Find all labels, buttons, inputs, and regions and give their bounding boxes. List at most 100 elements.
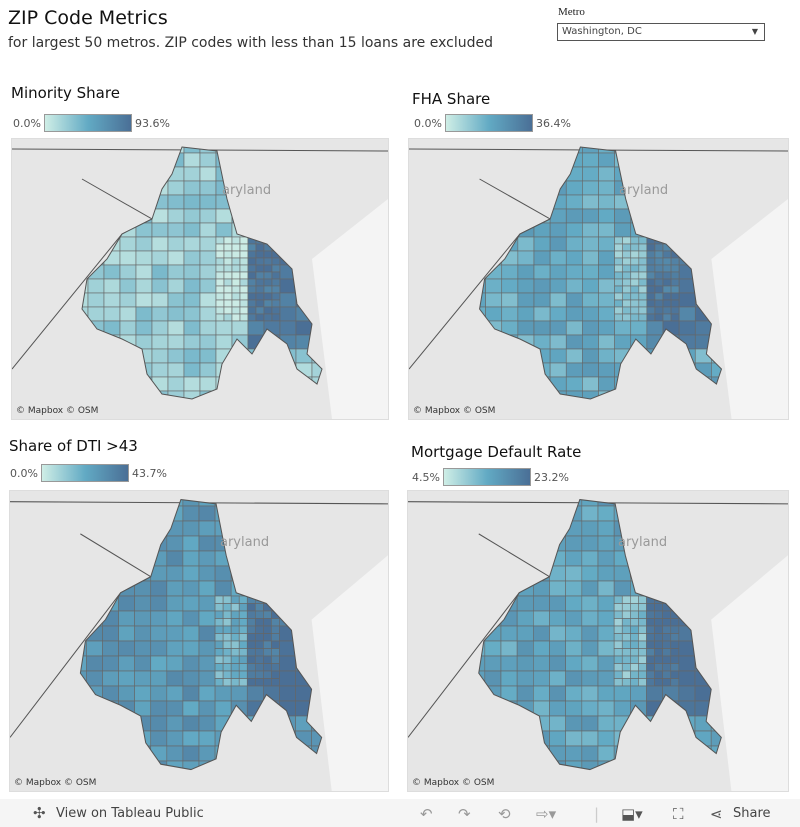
zip-region[interactable] — [710, 550, 727, 567]
zip-region[interactable] — [311, 390, 328, 405]
zip-region[interactable] — [295, 550, 312, 567]
zip-region[interactable] — [239, 299, 249, 308]
zip-region[interactable] — [279, 306, 297, 322]
zip-region[interactable] — [271, 264, 281, 273]
zip-region[interactable] — [312, 405, 328, 419]
zip-region[interactable] — [311, 194, 328, 210]
zip-region[interactable] — [533, 222, 551, 238]
zip-region[interactable] — [662, 565, 680, 582]
zip-region[interactable] — [662, 257, 672, 266]
zip-region[interactable] — [646, 505, 663, 522]
zip-region[interactable] — [166, 745, 184, 762]
zip-region[interactable] — [469, 348, 486, 364]
zip-region[interactable] — [255, 313, 265, 322]
zip-region[interactable] — [215, 271, 225, 280]
zip-region[interactable] — [614, 285, 623, 294]
zip-region[interactable] — [694, 194, 712, 210]
zip-region[interactable] — [581, 550, 599, 567]
zip-region[interactable] — [565, 334, 583, 350]
zip-region[interactable] — [517, 348, 535, 364]
zip-region[interactable] — [597, 535, 615, 552]
zip-region[interactable] — [646, 222, 664, 238]
zip-region[interactable] — [150, 670, 168, 687]
zip-region[interactable] — [549, 320, 567, 336]
zip-region[interactable] — [501, 348, 519, 364]
zip-region[interactable] — [271, 292, 281, 301]
zip-region[interactable] — [223, 285, 233, 294]
zip-region[interactable] — [621, 678, 631, 687]
zip-region[interactable] — [134, 610, 152, 627]
zip-region[interactable] — [662, 640, 672, 649]
zip-region[interactable] — [621, 670, 631, 679]
map-minority[interactable]: aryland © Mapbox © OSM — [11, 138, 389, 420]
zip-region[interactable] — [598, 166, 615, 182]
zip-region[interactable] — [223, 250, 233, 259]
zip-region[interactable] — [134, 520, 152, 537]
zip-region[interactable] — [70, 610, 87, 627]
zip-region[interactable] — [86, 491, 103, 507]
zip-region[interactable] — [167, 306, 185, 322]
zip-region[interactable] — [549, 760, 566, 776]
zip-region[interactable] — [230, 760, 248, 776]
zip-region[interactable] — [295, 625, 312, 642]
zip-region[interactable] — [167, 236, 185, 252]
zip-region[interactable] — [678, 520, 696, 537]
zip-region[interactable] — [215, 334, 233, 350]
zip-region[interactable] — [134, 640, 152, 657]
zip-region[interactable] — [622, 271, 632, 280]
zip-region[interactable] — [263, 250, 273, 259]
zip-region[interactable] — [87, 376, 105, 392]
zip-region[interactable] — [501, 166, 519, 182]
zip-region[interactable] — [198, 730, 216, 747]
zip-region[interactable] — [72, 222, 89, 238]
zip-region[interactable] — [72, 376, 89, 392]
zip-region[interactable] — [678, 745, 696, 762]
zip-region[interactable] — [694, 236, 712, 252]
zip-region[interactable] — [246, 678, 256, 687]
zip-region[interactable] — [679, 405, 695, 419]
zip-region[interactable] — [86, 505, 103, 522]
zip-region[interactable] — [134, 670, 152, 687]
zip-region[interactable] — [216, 405, 232, 419]
zip-region[interactable] — [222, 610, 232, 619]
zip-region[interactable] — [222, 625, 232, 634]
zip-region[interactable] — [517, 376, 535, 392]
zip-region[interactable] — [646, 550, 663, 567]
zip-region[interactable] — [630, 595, 639, 604]
zip-region[interactable] — [654, 648, 663, 657]
zip-region[interactable] — [654, 625, 663, 634]
zip-region[interactable] — [597, 745, 615, 762]
zip-region[interactable] — [582, 362, 599, 378]
zip-region[interactable] — [167, 776, 183, 791]
zip-region[interactable] — [279, 535, 296, 552]
zip-region[interactable] — [246, 505, 264, 522]
zip-region[interactable] — [469, 166, 486, 182]
zip-region[interactable] — [223, 313, 233, 322]
zip-region[interactable] — [614, 139, 632, 154]
zip-region[interactable] — [662, 362, 680, 378]
zip-region[interactable] — [182, 550, 200, 567]
zip-region[interactable] — [533, 320, 551, 336]
zip-region[interactable] — [630, 243, 640, 252]
zip-region[interactable] — [86, 730, 103, 747]
zip-region[interactable] — [247, 250, 257, 259]
zip-region[interactable] — [613, 603, 623, 612]
refresh-icon[interactable]: ⇨▾ — [536, 805, 557, 823]
zip-region[interactable] — [581, 595, 599, 612]
zip-region[interactable] — [311, 565, 328, 582]
zip-region[interactable] — [614, 236, 623, 245]
zip-region[interactable] — [183, 194, 201, 210]
zip-region[interactable] — [246, 618, 256, 627]
zip-region[interactable] — [469, 520, 486, 537]
zip-region[interactable] — [597, 505, 615, 522]
zip-region[interactable] — [119, 306, 137, 322]
zip-region[interactable] — [597, 610, 615, 627]
zip-region[interactable] — [484, 565, 502, 582]
zip-region[interactable] — [582, 405, 598, 419]
zip-region[interactable] — [646, 670, 655, 679]
zip-region[interactable] — [295, 580, 312, 597]
zip-region[interactable] — [501, 194, 519, 210]
zip-region[interactable] — [279, 745, 296, 762]
zip-region[interactable] — [502, 405, 518, 419]
zip-region[interactable] — [598, 306, 615, 322]
